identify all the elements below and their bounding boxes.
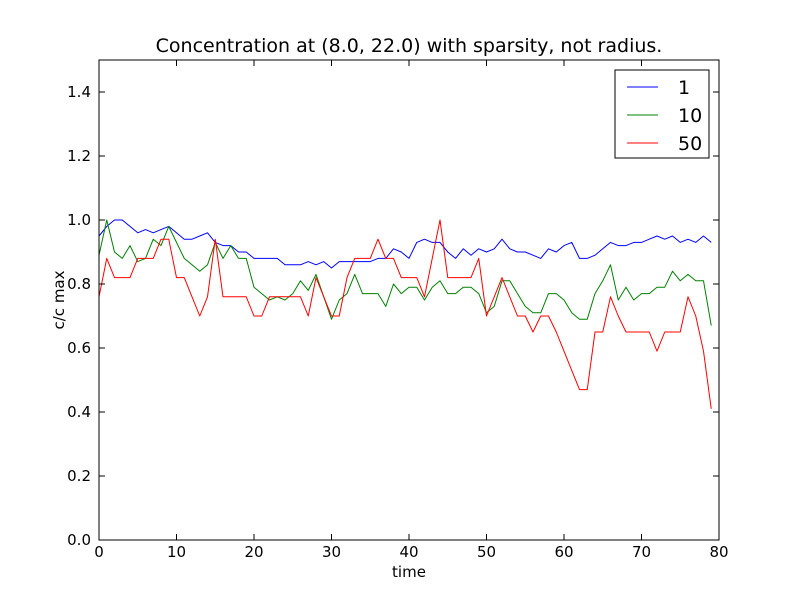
x-tick-label: 30: [322, 543, 341, 561]
chart-title: Concentration at (8.0, 22.0) with sparsi…: [156, 35, 663, 57]
series-line-50: [98, 219, 712, 409]
x-tick-label: 50: [477, 543, 496, 561]
x-axis-label: time: [392, 563, 426, 581]
x-tick-label: 80: [709, 543, 728, 561]
x-tick-label: 10: [167, 543, 186, 561]
y-tick-label: 1.0: [67, 211, 91, 229]
y-tick-label: 0.8: [67, 275, 91, 293]
series-line-1: [98, 219, 712, 269]
legend: 1 10 50: [614, 69, 710, 159]
series-layer: [98, 219, 712, 409]
y-tick-label: 0.2: [67, 467, 91, 485]
series-line-10: [98, 219, 712, 326]
x-tick-label: 0: [94, 543, 104, 561]
legend-label: 1: [678, 77, 690, 99]
x-tick-label: 40: [399, 543, 418, 561]
y-tick-label: 0.6: [67, 339, 91, 357]
x-tick-label: 20: [244, 543, 263, 561]
y-tick-label: 0.0: [67, 531, 91, 549]
x-tick-label: 70: [632, 543, 651, 561]
y-tick-label: 1.4: [67, 83, 91, 101]
y-tick-label: 1.2: [67, 147, 91, 165]
y-axis-label: c/c max: [50, 270, 68, 329]
x-tick-label: 60: [554, 543, 573, 561]
ticks-layer: 0 10 20 30 40 50 60 70 80 0.0 0.2 0.4 0.6 0.8 1.0 1.2 1.…: [67, 60, 729, 561]
legend-label: 50: [678, 133, 702, 155]
legend-label: 10: [678, 105, 702, 127]
y-tick-label: 0.4: [67, 403, 91, 421]
